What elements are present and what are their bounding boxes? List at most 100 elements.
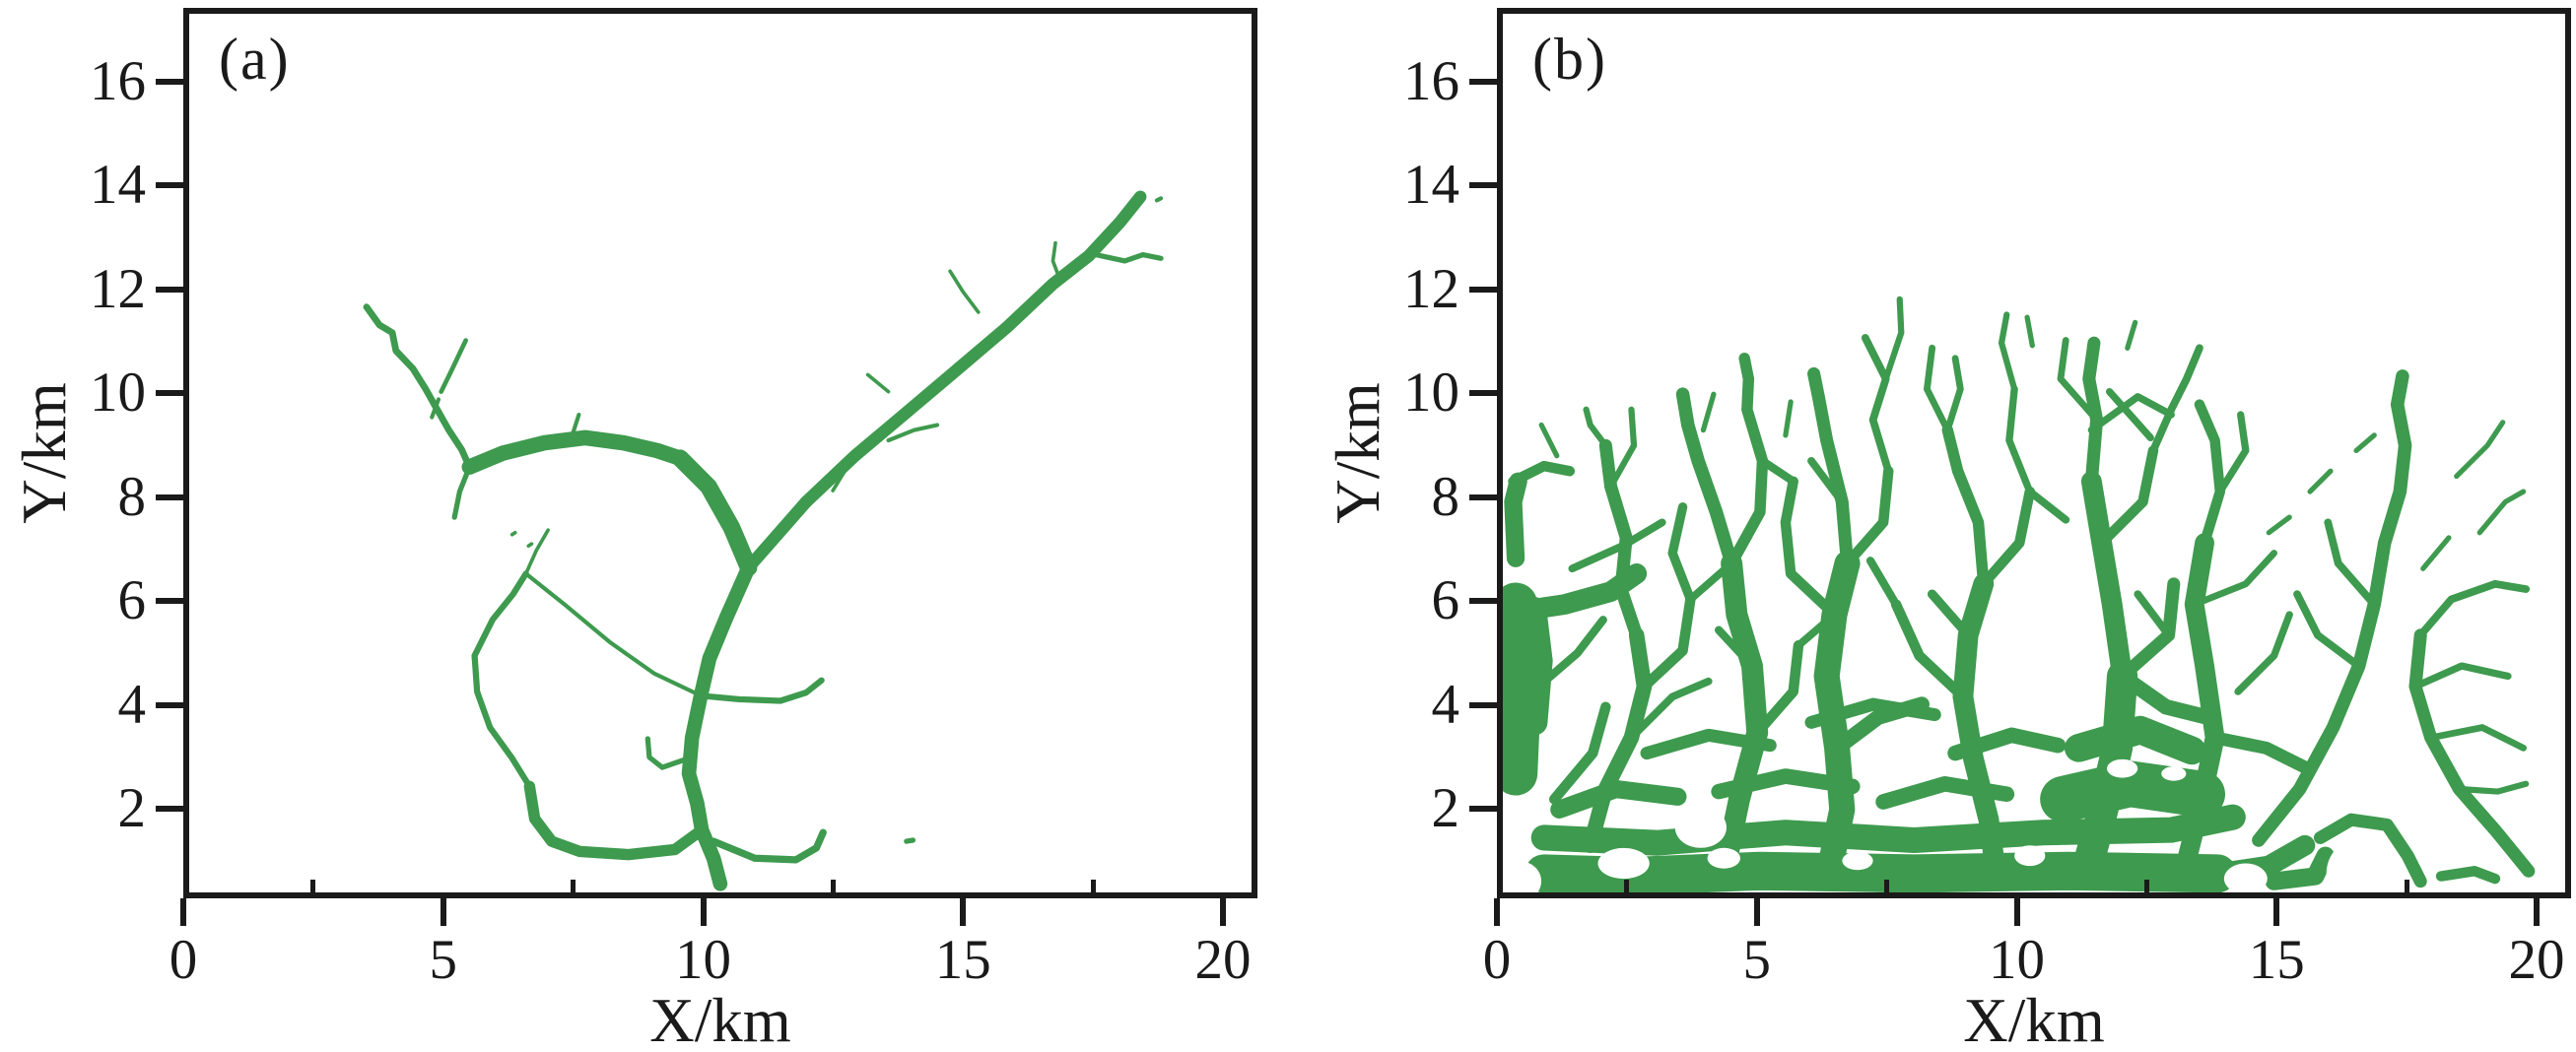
channel-path xyxy=(1607,406,1638,491)
channel-path xyxy=(1943,355,1964,434)
channel-path xyxy=(2080,471,2134,687)
channel-path xyxy=(363,303,473,471)
channel-path xyxy=(2105,387,2154,442)
y-tick-mark xyxy=(1469,390,1497,397)
channel-path xyxy=(644,736,692,770)
channel-path xyxy=(471,570,533,790)
channel-path xyxy=(2427,724,2527,752)
channel-path xyxy=(2087,393,2175,434)
y-tick-label: 6 xyxy=(117,569,147,632)
channel-path xyxy=(742,190,1147,574)
channel-path xyxy=(526,542,534,549)
channel-path xyxy=(948,269,981,314)
channel-path xyxy=(681,559,756,891)
unchanneled-island xyxy=(1707,847,1741,869)
channel-path xyxy=(1598,438,1644,642)
x-tick-mark xyxy=(1494,898,1500,926)
channel-path xyxy=(523,528,550,576)
channel-path xyxy=(2416,579,2531,639)
panel-b-channel-network xyxy=(1503,296,2536,892)
y-tick-mark xyxy=(156,390,183,397)
channel-path xyxy=(865,372,891,394)
x-tick-label: 0 xyxy=(1482,929,1512,991)
channel-path xyxy=(523,780,708,861)
x-minor-tick-mark xyxy=(1624,880,1630,892)
y-tick-label: 16 xyxy=(90,49,146,112)
channel-path xyxy=(1882,296,1905,382)
unchanneled-island xyxy=(2326,837,2397,892)
y-tick-label: 6 xyxy=(1431,569,1460,632)
channel-path xyxy=(1865,557,1901,609)
channel-path xyxy=(1780,476,1840,621)
channel-path xyxy=(461,429,689,475)
y-tick-label: 4 xyxy=(117,673,147,736)
channel-path xyxy=(1726,353,1769,569)
channel-path xyxy=(509,530,517,537)
y-tick-mark xyxy=(1469,78,1497,85)
channel-path xyxy=(2234,611,2293,695)
y-tick-label: 8 xyxy=(117,465,147,528)
y-tick-mark xyxy=(1469,493,1497,500)
channel-path xyxy=(1795,611,1839,650)
channel-path xyxy=(1807,456,1847,506)
channel-path xyxy=(1783,399,1794,438)
channel-path xyxy=(2125,319,2138,351)
y-tick-mark xyxy=(156,182,183,189)
y-tick-label: 4 xyxy=(1431,673,1460,736)
x-tick-mark xyxy=(1220,898,1226,926)
channel-path xyxy=(1051,240,1063,284)
channel-path xyxy=(439,338,468,394)
channel-path xyxy=(1568,518,1666,573)
y-tick-mark xyxy=(156,701,183,708)
panel-b-label: (b) xyxy=(1532,27,1607,92)
channel-path xyxy=(1534,616,1607,691)
channel-path xyxy=(2208,731,2314,775)
channel-path xyxy=(1627,677,1713,742)
y-tick-label: 2 xyxy=(117,777,147,840)
unchanneled-island xyxy=(1597,847,1650,880)
panel-a-y-axis-title: Y/km xyxy=(10,382,79,524)
channel-path xyxy=(2420,535,2452,571)
y-tick-label: 10 xyxy=(90,362,146,425)
y-tick-label: 14 xyxy=(90,154,146,217)
x-minor-tick-mark xyxy=(571,880,576,892)
channel-path xyxy=(2174,533,2225,882)
channel-path xyxy=(1686,559,1736,604)
x-tick-mark xyxy=(2273,898,2280,926)
panel-b-x-axis-title: X/km xyxy=(1963,986,2105,1052)
channel-path xyxy=(1639,594,1696,692)
channel-path xyxy=(523,571,704,698)
channel-path xyxy=(1508,460,1576,487)
channel-path xyxy=(2024,314,2035,349)
y-tick-mark xyxy=(1469,701,1497,708)
x-tick-mark xyxy=(960,898,967,926)
y-tick-label: 12 xyxy=(90,257,146,320)
y-tick-mark xyxy=(156,493,183,500)
y-tick-mark xyxy=(156,286,183,293)
x-tick-label: 15 xyxy=(2248,929,2305,991)
x-minor-tick-mark xyxy=(1090,880,1096,892)
x-tick-label: 10 xyxy=(675,929,731,991)
x-tick-label: 5 xyxy=(429,929,458,991)
channel-path xyxy=(671,449,758,576)
y-tick-mark xyxy=(156,78,183,85)
y-tick-label: 10 xyxy=(1403,362,1459,425)
unchanneled-island xyxy=(2014,845,2046,867)
x-tick-label: 0 xyxy=(169,929,198,991)
channel-path xyxy=(1550,779,1687,819)
channel-path xyxy=(2476,489,2527,536)
channel-path xyxy=(430,397,441,420)
channel-path xyxy=(1700,391,1717,433)
panel-a-label: (a) xyxy=(219,27,291,92)
x-tick-label: 10 xyxy=(1989,929,2045,991)
y-tick-label: 12 xyxy=(1403,257,1459,320)
channel-path xyxy=(1715,553,1769,872)
x-minor-tick-mark xyxy=(2404,880,2409,892)
channel-path xyxy=(904,837,916,844)
unchanneled-island xyxy=(2223,863,2268,892)
channel-path xyxy=(1890,599,1969,702)
channel-path xyxy=(2082,336,2104,489)
channel-path xyxy=(2070,660,2138,887)
channel-path xyxy=(1927,589,1973,640)
